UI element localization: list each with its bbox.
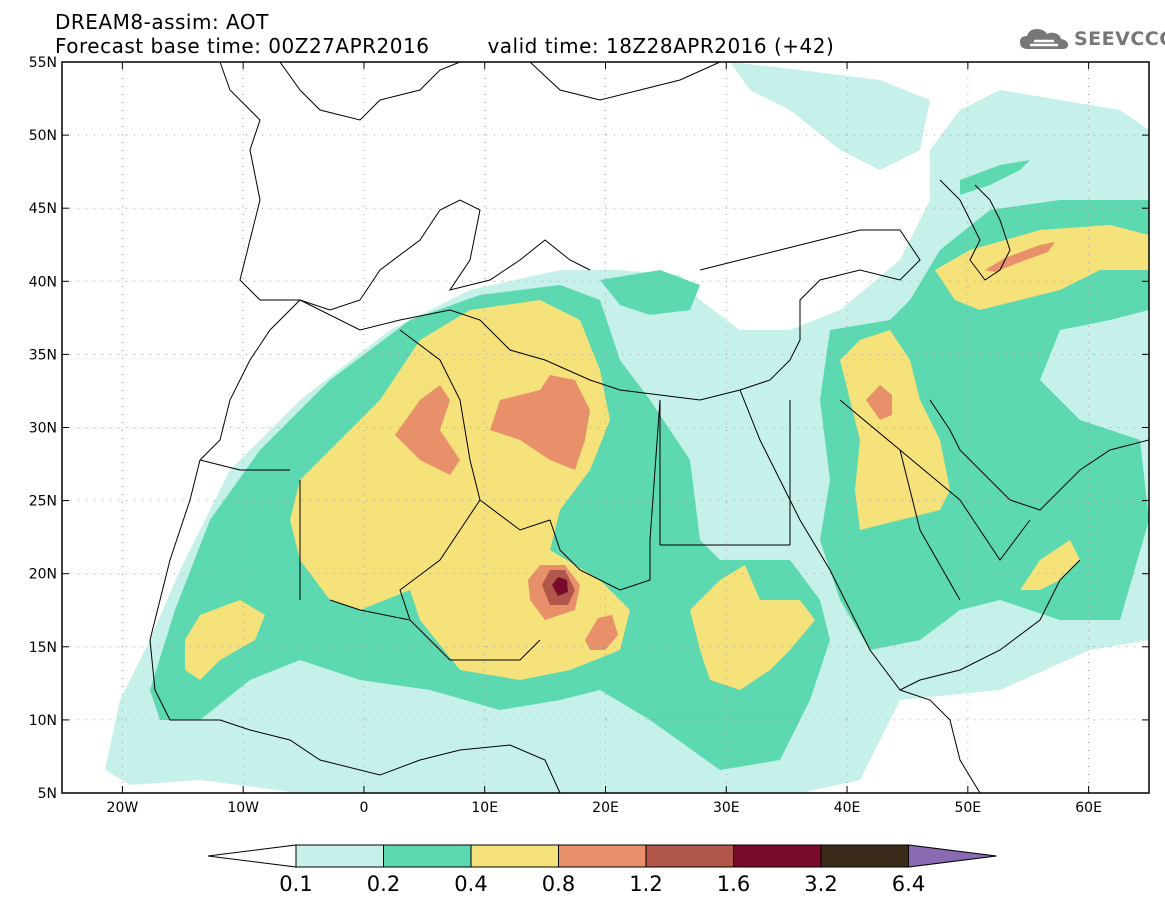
lat-label-4: 35N (29, 347, 57, 363)
aot-level-0.4-caspian (935, 225, 1149, 310)
aot-level-1.6 (552, 577, 568, 596)
colorbar-segment-0 (295, 844, 384, 868)
aot-level-0.4-oman (1020, 540, 1080, 590)
colorbar-segment-4 (645, 844, 734, 868)
colorbar-label-7: 6.4 (892, 872, 925, 896)
coastline-europe-north (279, 62, 721, 121)
aot-level-0.4-arabia (840, 330, 950, 530)
colorbar-label-5: 1.6 (717, 872, 750, 896)
colorbar-segment-6 (820, 844, 909, 868)
aot-level-0.4-sudan (690, 565, 815, 690)
lat-label-7: 20N (29, 567, 57, 583)
colorbar-label-3: 0.8 (542, 872, 575, 896)
lat-label-0: 55N (29, 55, 57, 71)
lon-label-3: 10E (471, 800, 498, 816)
seevccc-logo: SEEVCCC (1018, 24, 1165, 54)
aot-level-0.4-west (185, 600, 265, 680)
cloud-icon (1020, 29, 1068, 49)
lon-label-5: 30E (713, 800, 740, 816)
coastline-africa-atlantic (149, 299, 561, 793)
border-egypt-sudan (659, 400, 791, 546)
lat-label-6: 25N (29, 494, 57, 510)
lat-label-8: 15N (29, 640, 57, 656)
map-subtitle: Forecast base time: 00Z27APR2016 valid ti… (55, 34, 834, 58)
base-time: Forecast base time: 00Z27APR2016 (55, 34, 430, 58)
aot-level-0.2-balkan (600, 270, 700, 315)
border-sahara (199, 329, 661, 661)
colorbar-segment-3 (558, 844, 647, 868)
lon-label-6: 40E (834, 800, 861, 816)
axes: 55N 50N 45N 40N 35N 30N 25N 20N 15N 10N 5N 20W 10W 0 1… (29, 55, 1149, 816)
lon-label-7: 50E (954, 800, 981, 816)
colorbar-segment-2 (470, 844, 559, 868)
coastline-red-sea (739, 389, 1081, 691)
lon-label-4: 20E (592, 800, 619, 816)
colorbar-label-1: 0.2 (367, 872, 400, 896)
colorbar-segment-1 (383, 844, 472, 868)
colorbar-segment-5 (733, 844, 822, 868)
aot-level-0.2-caspian (960, 160, 1030, 195)
valid-time: valid time: 18Z28APR2016 (+42) (487, 34, 835, 58)
lat-label-9: 10N (29, 713, 57, 729)
lon-label-8: 60E (1075, 800, 1102, 816)
lon-label-2: 0 (359, 800, 368, 816)
colorbar-label-0: 0.1 (279, 872, 312, 896)
aot-level-0.8-algeria (395, 385, 460, 475)
aot-level-0.2-east (820, 200, 1149, 650)
lat-label-5: 30N (29, 421, 57, 437)
coastline-west-africa (219, 62, 591, 311)
aot-field (105, 62, 1149, 793)
coastline-caspian (939, 179, 1011, 281)
coastline-levant-turkey (699, 229, 921, 340)
coastline-gulf (929, 399, 1149, 511)
coastlines (149, 62, 1149, 793)
lat-label-2: 45N (29, 201, 57, 217)
aot-level-0.8-chad-south (585, 615, 618, 650)
colorbar-label-4: 1.2 (629, 872, 662, 896)
map-title: DREAM8-assim: AOT (55, 10, 269, 34)
lat-label-1: 50N (29, 128, 57, 144)
aot-level-0.1-north (730, 62, 930, 170)
logo-text: SEEVCCC (1074, 28, 1165, 50)
lat-label-3: 40N (29, 274, 57, 290)
border-arabia (839, 399, 1031, 601)
lat-label-10: 5N (38, 786, 57, 802)
coastline-mediterranean-south (299, 299, 801, 401)
colorbar-label-2: 0.4 (454, 872, 487, 896)
coastline-east-africa (899, 689, 981, 793)
lon-label-1: 10W (227, 800, 259, 816)
lon-label-0: 20W (107, 800, 139, 816)
colorbar-low-arrow (207, 844, 297, 868)
colorbar-high-arrow (908, 844, 997, 868)
aot-level-0.8-libya (490, 375, 590, 470)
colorbar: 0.1 0.2 0.4 0.8 1.2 1.6 3.2 6.4 (207, 844, 997, 896)
aot-level-0.8-iraq (866, 385, 892, 420)
colorbar-label-6: 3.2 (804, 872, 837, 896)
